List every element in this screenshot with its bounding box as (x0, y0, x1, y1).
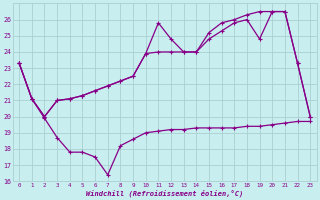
X-axis label: Windchill (Refroidissement éolien,°C): Windchill (Refroidissement éolien,°C) (86, 189, 243, 197)
